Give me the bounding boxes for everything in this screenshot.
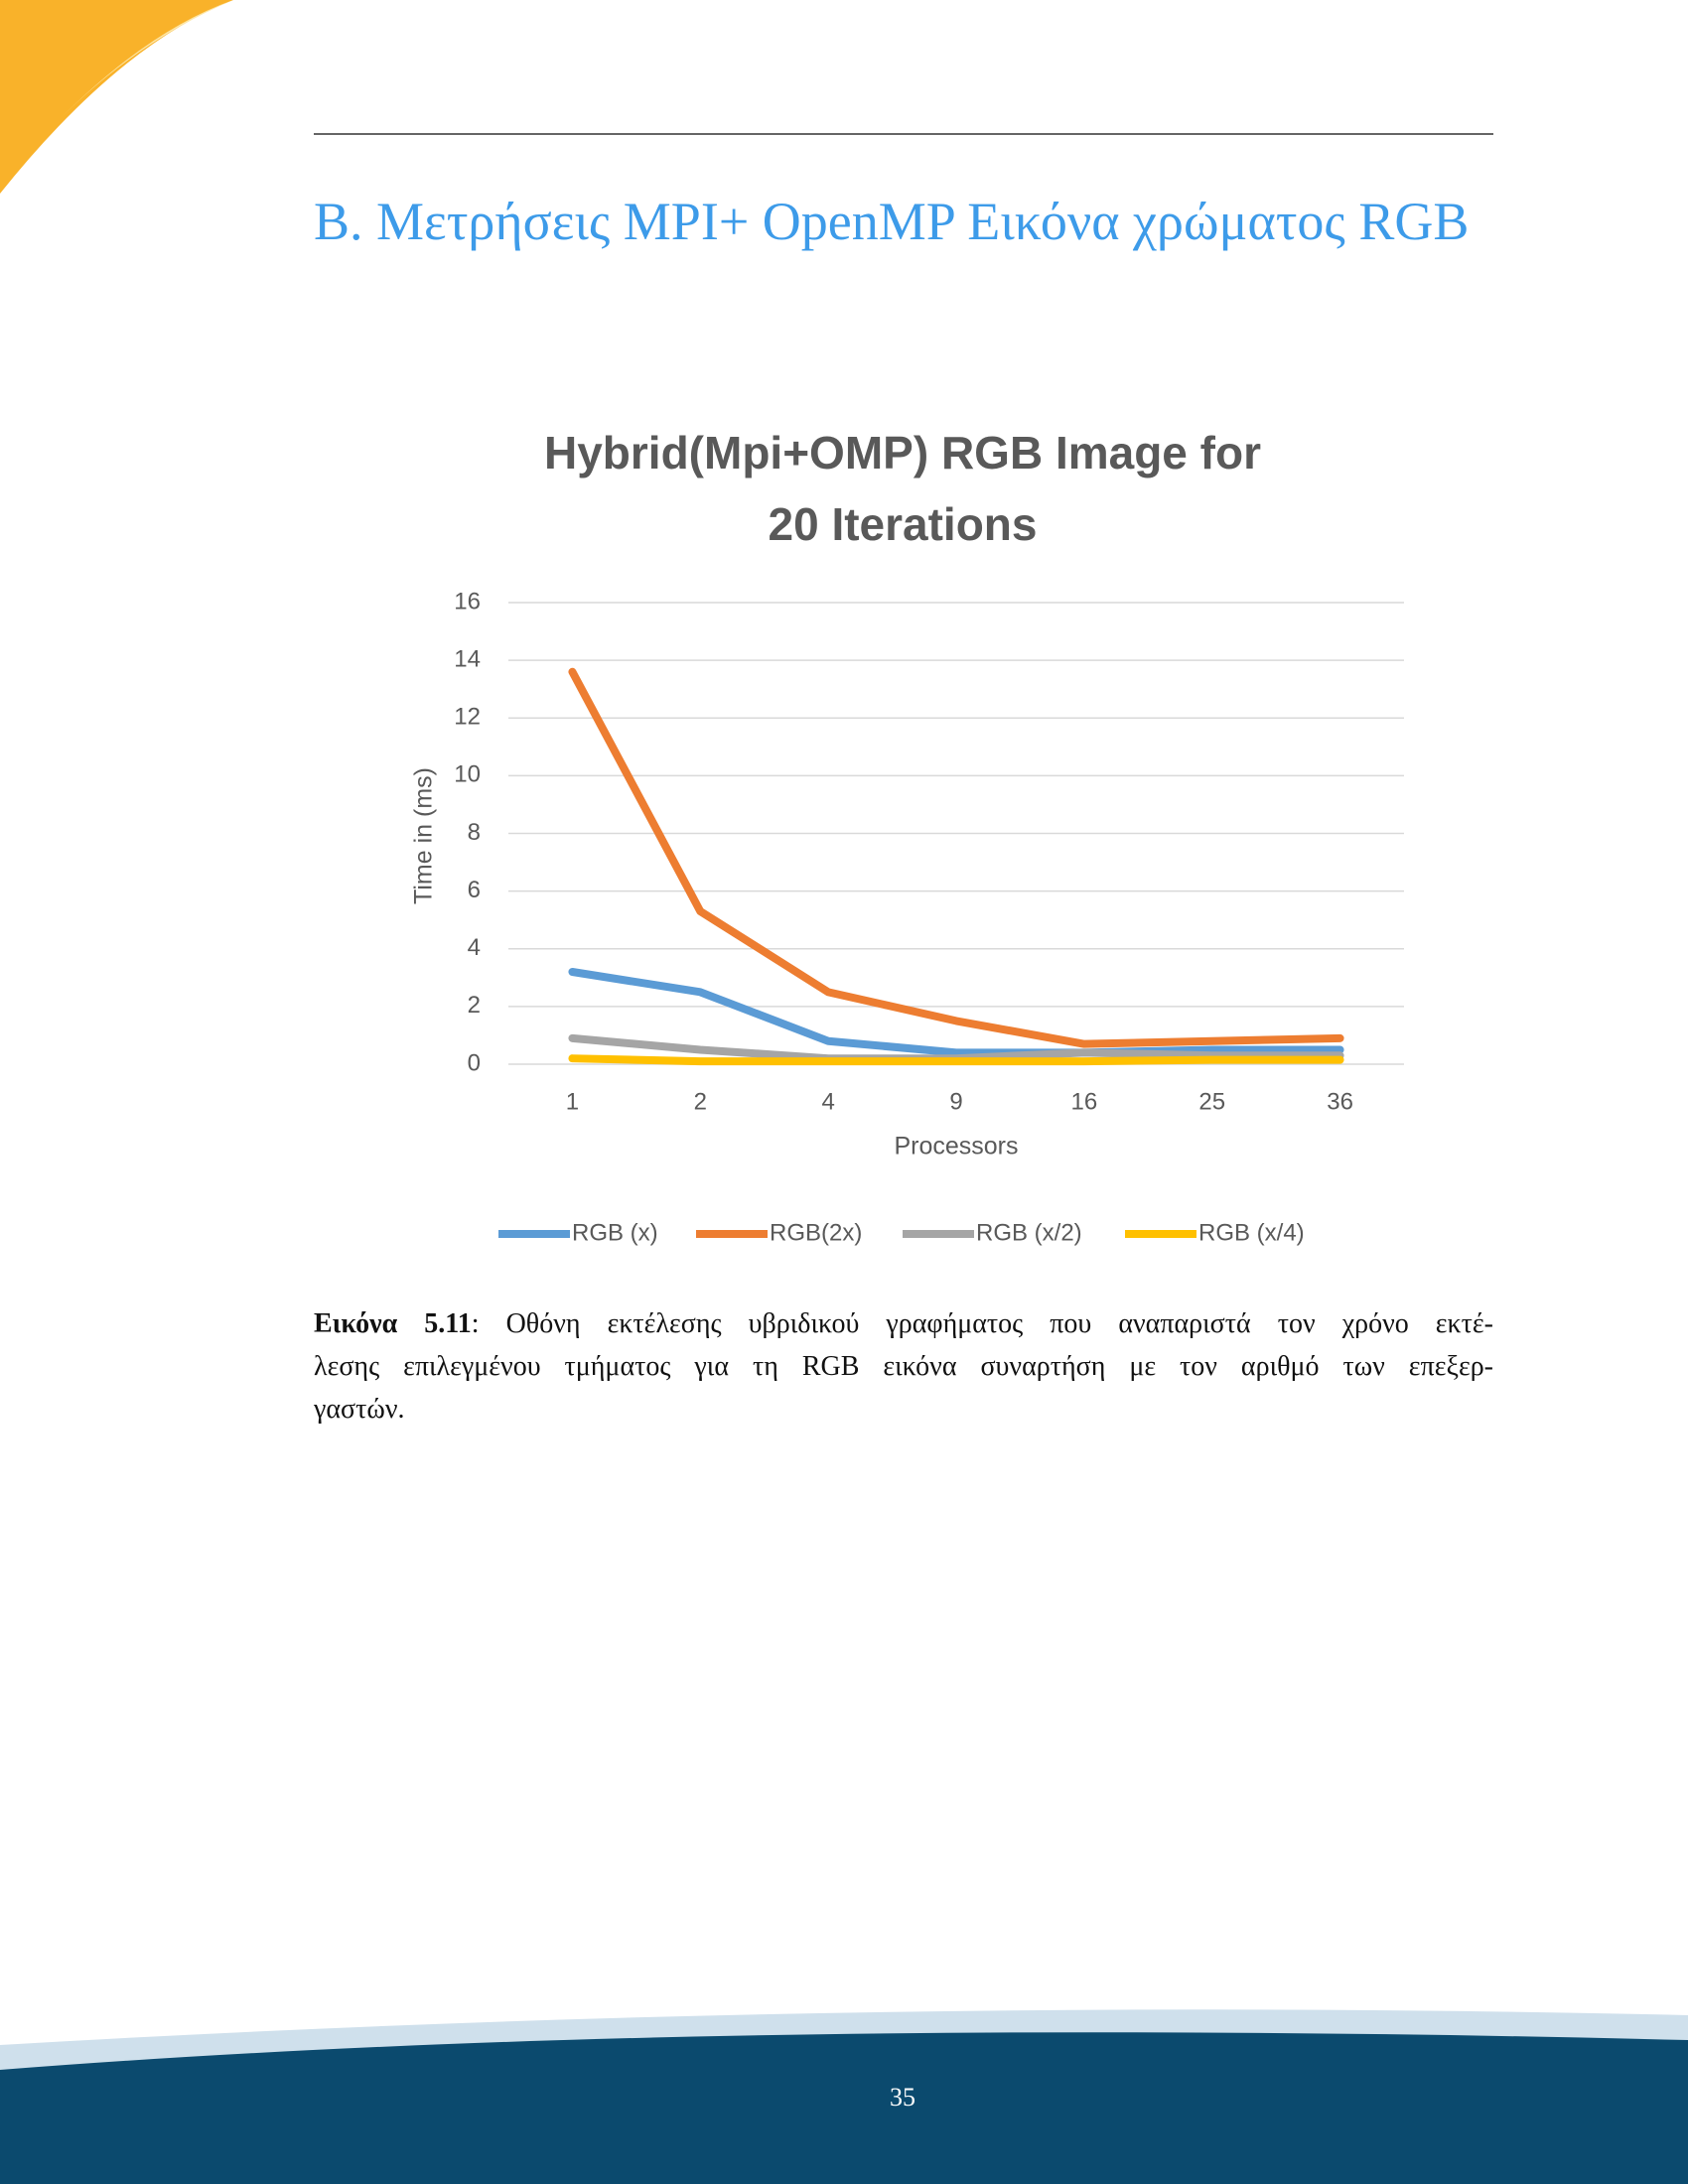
caption-line: Εικόνα 5.11: Οθόνη εκτέλεσης υβριδικού γ… xyxy=(314,1302,1493,1345)
x-tick-label: 4 xyxy=(821,1088,834,1115)
x-tick-label: 9 xyxy=(949,1088,962,1115)
y-tick-label: 14 xyxy=(454,645,481,672)
y-tick-label: 0 xyxy=(468,1049,481,1076)
figure-caption: Εικόνα 5.11: Οθόνη εκτέλεσης υβριδικού γ… xyxy=(314,1302,1493,1431)
caption-label: Εικόνα 5.11 xyxy=(314,1308,472,1339)
y-tick-label: 10 xyxy=(454,761,481,788)
x-tick-label: 25 xyxy=(1198,1088,1225,1115)
corner-decoration xyxy=(0,0,233,194)
x-axis-label: Processors xyxy=(894,1133,1018,1160)
y-tick-label: 6 xyxy=(468,877,481,903)
series-line xyxy=(568,667,1344,1048)
chart-title: Hybrid(Mpi+OMP) RGB Image for 20 Iteratio… xyxy=(544,427,1261,550)
legend-label: RGB (x/2) xyxy=(976,1219,1082,1246)
x-tick-label: 2 xyxy=(694,1088,707,1115)
page-number: 35 xyxy=(890,2083,915,2112)
legend-label: RGB (x/4) xyxy=(1198,1219,1305,1246)
series-line xyxy=(568,968,1344,1057)
legend-label: RGB (x) xyxy=(572,1219,658,1246)
x-tick-label: 1 xyxy=(566,1088,579,1115)
caption-text: : Οθόνη εκτέλεσης υβριδικού γραφήματος π… xyxy=(471,1308,1494,1339)
caption-line: λεσης επιλεγμένου τμήματος για τη RGB ει… xyxy=(314,1351,1493,1382)
x-tick-label: 36 xyxy=(1327,1088,1353,1115)
chart-title-line: Hybrid(Mpi+OMP) RGB Image for xyxy=(544,427,1261,478)
y-tick-label: 16 xyxy=(454,588,481,614)
y-tick-label: 4 xyxy=(468,934,481,961)
x-tick-label: 16 xyxy=(1071,1088,1098,1115)
caption-line: γαστών. xyxy=(314,1394,405,1425)
y-tick-label: 8 xyxy=(468,819,481,846)
y-tick-label: 12 xyxy=(454,704,481,731)
legend-label: RGB(2x) xyxy=(770,1219,862,1246)
series-line xyxy=(568,1054,1344,1066)
y-axis-label: Time in (ms) xyxy=(410,767,438,904)
section-heading: Β. Μετρήσεις MPI+ OpenMP Εικόνα χρώματος… xyxy=(314,192,1470,251)
chart-title-line: 20 Iterations xyxy=(769,498,1038,550)
y-tick-label: 2 xyxy=(468,992,481,1019)
footer-wave xyxy=(0,2032,1688,2184)
